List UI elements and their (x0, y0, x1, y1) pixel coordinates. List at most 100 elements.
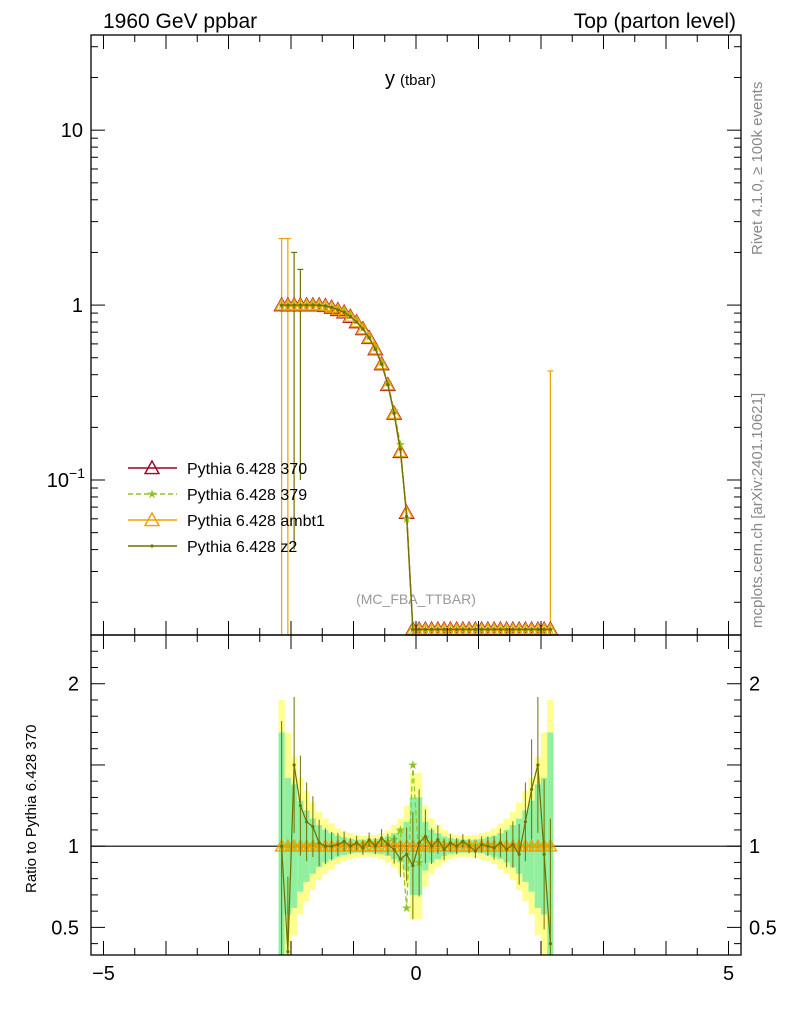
series-marker (442, 847, 446, 852)
series-marker (480, 842, 484, 847)
series-marker (536, 763, 540, 767)
series-marker (542, 852, 546, 856)
series-marker (392, 411, 396, 416)
series-marker (423, 627, 427, 631)
series-marker (498, 627, 502, 631)
series-marker (398, 447, 402, 451)
series-marker (298, 303, 302, 307)
series-marker (448, 627, 452, 631)
series-marker (436, 627, 440, 631)
series-marker (548, 942, 552, 946)
series-marker (548, 627, 552, 631)
series-marker (386, 406, 402, 420)
series-marker (436, 838, 440, 842)
series-marker (411, 864, 415, 868)
series-marker (393, 444, 408, 458)
main-ytick-label: 10 (61, 120, 83, 142)
legend-label: Pythia 6.428 370 (187, 461, 307, 478)
header-right: Top (parton level) (574, 10, 736, 33)
series-marker (286, 303, 290, 307)
series-marker (380, 836, 384, 840)
series-marker (367, 838, 371, 842)
plot-title-sub: (tbar) (400, 72, 436, 89)
series-marker (373, 844, 377, 848)
series-marker (386, 383, 390, 387)
series-marker (361, 330, 377, 344)
series-marker (336, 308, 340, 312)
series-marker: ★ (147, 487, 158, 501)
ratio-series-layer: ★★★★★★★★★★★★★★★★★★★★★★★★★★★★★★★★★★★★★★★★… (91, 697, 741, 955)
series-marker (511, 627, 515, 631)
series-line-ambt1 (281, 304, 551, 631)
series-marker (348, 314, 352, 319)
series-marker (523, 627, 527, 631)
series-marker (386, 842, 390, 847)
main-series-layer: ★★★★★★★★★★★★★★★★★★★★★★★★★★★★★★★★★★★★★★★★… (273, 237, 559, 636)
header-left: 1960 GeV ppbar (103, 10, 257, 33)
rivet-label: Rivet 4.1.0, ≥ 100k events (749, 82, 766, 255)
series-marker (292, 763, 296, 767)
ratio-ylabel: Ratio to Pythia 6.428 370 (23, 725, 40, 893)
series-marker (292, 303, 296, 307)
series-marker (343, 309, 358, 323)
series-marker (455, 627, 459, 631)
series-marker (143, 511, 161, 527)
ratio-ytick-label-right: 0.5 (749, 917, 777, 939)
series-marker (361, 846, 365, 850)
ratio-ytick-label-right: 2 (749, 674, 760, 696)
series-marker (442, 627, 446, 631)
series-line-p379 (281, 303, 551, 631)
series-marker (486, 844, 490, 848)
ratio-ytick-label-left: 0.5 (51, 917, 79, 939)
series-marker (461, 627, 465, 631)
series-marker (330, 305, 334, 310)
xtick-label: −5 (92, 963, 115, 985)
series-marker (373, 347, 377, 351)
series-marker (368, 341, 383, 355)
series-marker (323, 304, 327, 308)
series-marker (330, 844, 334, 848)
series-marker (143, 459, 161, 475)
series-marker (473, 627, 477, 631)
ratio-ytick-label-left: 1 (68, 836, 79, 858)
series-marker (355, 320, 359, 324)
series-marker: ★ (389, 403, 400, 417)
ratio-uncertainty-bands (278, 699, 554, 955)
series-marker (455, 844, 459, 848)
series-marker (517, 627, 521, 631)
series-marker: ★ (395, 437, 406, 451)
series-marker (480, 627, 484, 631)
main-ytick-label: 10 (47, 470, 69, 492)
series-marker (486, 627, 490, 631)
series-marker (311, 825, 315, 829)
main-ytick-label: 1 (72, 295, 83, 317)
ratio-ytick-label-right: 1 (749, 836, 760, 858)
series-marker: ★ (401, 901, 412, 915)
legend-label: Pythia 6.428 379 (187, 487, 307, 504)
series-marker: ★ (395, 823, 406, 837)
series-marker (517, 852, 521, 856)
series-marker (305, 303, 309, 307)
series-marker (511, 842, 515, 847)
series-marker (317, 303, 321, 307)
series-marker (405, 514, 409, 518)
series-marker (461, 839, 465, 843)
series-marker: ★ (407, 758, 418, 772)
series-marker (311, 303, 315, 307)
series-marker (280, 844, 284, 848)
series-marker (467, 627, 471, 631)
series-line-p370 (281, 304, 551, 631)
series-marker (430, 844, 434, 848)
series-marker (536, 627, 540, 631)
ratio-ytick-label-left: 2 (68, 674, 79, 696)
series-marker (417, 841, 421, 845)
series-marker (530, 787, 534, 791)
legend: Pythia 6.428 370 ★ Pythia 6.428 379 Pythia … (128, 459, 325, 556)
series-marker (423, 834, 427, 839)
series-marker (405, 852, 409, 856)
series-marker (492, 627, 496, 631)
series-marker (348, 844, 352, 848)
series-marker (286, 950, 290, 954)
